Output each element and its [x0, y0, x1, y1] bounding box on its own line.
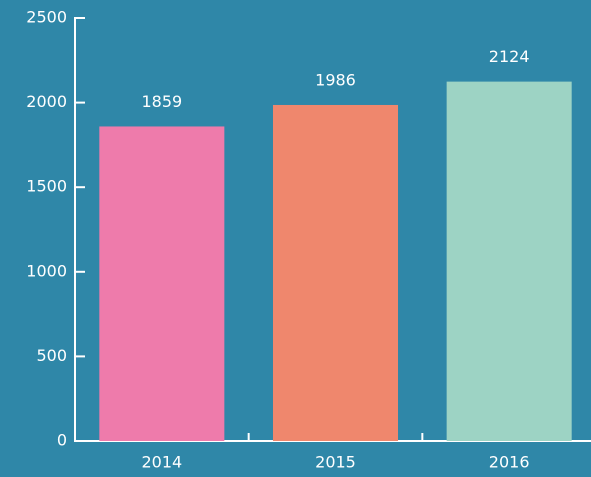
data-label: 1986 — [315, 70, 356, 89]
x-tick-label: 2014 — [141, 453, 182, 472]
bar — [272, 104, 399, 441]
y-tick-label: 500 — [36, 346, 67, 365]
y-tick-label: 1500 — [26, 177, 67, 196]
y-tick-label: 1000 — [26, 261, 67, 280]
data-label: 2124 — [489, 47, 530, 66]
data-label: 1859 — [141, 92, 182, 111]
y-tick-label: 2500 — [26, 8, 67, 27]
bar — [446, 81, 572, 441]
bar — [99, 126, 225, 441]
x-tick-label: 2016 — [489, 453, 530, 472]
x-tick-label: 2015 — [315, 453, 356, 472]
y-tick-label: 0 — [57, 431, 67, 450]
y-tick-label: 2000 — [26, 92, 67, 111]
